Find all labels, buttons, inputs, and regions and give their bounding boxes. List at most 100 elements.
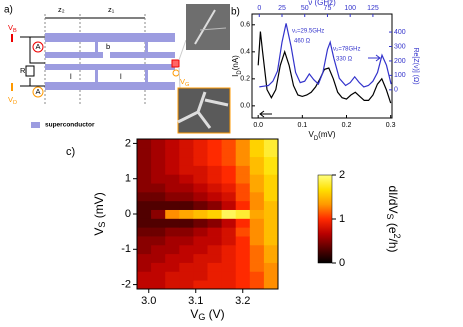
heatmap-cell [235, 174, 251, 184]
heatmap-cell [137, 200, 152, 210]
heatmap-cell [193, 262, 208, 272]
heatmap-cell [179, 227, 194, 237]
heatmap-cell [263, 147, 279, 158]
heatmap-cell [179, 244, 194, 255]
heatmap-cell [235, 139, 251, 149]
y-tick-label: 0.6 [240, 22, 250, 29]
connector [95, 70, 98, 82]
heatmap-cell [193, 139, 208, 149]
x2-tick-label: 50 [301, 5, 309, 12]
plot-frame [251, 13, 393, 119]
heatmap-cell [193, 227, 208, 237]
panel-label: c) [66, 146, 75, 158]
heatmap-cell [263, 174, 279, 184]
heatmap-cell [165, 147, 180, 158]
superconductor-bar [45, 64, 175, 70]
heatmap-cell [249, 165, 265, 175]
heatmap-cell [207, 262, 222, 272]
schematic-label: VD [8, 95, 17, 107]
heatmap-cell [249, 191, 265, 202]
heatmap-cell [221, 262, 237, 272]
zoom-line [178, 66, 181, 89]
heatmap-cell [179, 271, 194, 281]
y-tick-label: 0.2 [240, 76, 250, 83]
resistor [25, 65, 35, 77]
heatmap-cell [151, 218, 166, 228]
heatmap-cell [207, 244, 222, 255]
heatmap-cell [137, 271, 152, 281]
heatmap-cell [207, 271, 222, 281]
heatmap-cell [221, 147, 237, 158]
heatmap-cell [235, 271, 251, 281]
heatmap-cell [235, 236, 251, 246]
heatmap-cell [193, 280, 208, 290]
heatmap-cell [137, 236, 152, 246]
heatmap-cell [193, 183, 208, 193]
label-part: S [385, 213, 395, 219]
heatmap-cell [207, 253, 222, 263]
x2-axis-label: ν (GHz) [308, 0, 336, 7]
heatmap-cell [235, 200, 251, 210]
heatmap-cell [263, 183, 279, 193]
schematic-label: l [70, 72, 72, 81]
heatmap-cell [151, 262, 166, 272]
heatmap-cell [151, 147, 166, 158]
x-tick-label: 0.2 [342, 122, 352, 129]
heatmap-cell [165, 165, 180, 175]
heatmap-cell [235, 156, 251, 166]
heatmap-cell [193, 174, 208, 184]
heatmap-cell [151, 183, 166, 193]
heatmap-cell [249, 244, 265, 255]
label-part: (mV) [318, 130, 336, 139]
label-part: V [308, 130, 314, 139]
heatmap-cell [221, 236, 237, 246]
annotation: ν₂=78GHz [333, 47, 361, 53]
junction [171, 59, 180, 68]
heatmap-cell [263, 191, 279, 202]
heatmap-cell [151, 209, 166, 219]
heatmap-cell [137, 209, 152, 219]
heatmap-cell [235, 262, 251, 272]
sem-image [186, 4, 230, 50]
label-part: (V) [205, 307, 224, 321]
label-part: V [180, 77, 185, 86]
heatmap-cell [221, 280, 237, 290]
heatmap-cell [263, 139, 279, 149]
connector [95, 42, 98, 52]
heatmap-cell [207, 280, 222, 290]
heatmap-cell [137, 280, 152, 290]
label-part: I [231, 75, 240, 77]
heatmap-cell [249, 156, 265, 166]
heatmap-cell [235, 165, 251, 175]
y-tick-label: -1 [121, 243, 131, 255]
heatmap-cell [221, 174, 237, 184]
sem-image [177, 87, 231, 134]
x2-tick-label: 75 [324, 5, 332, 12]
label-part: (nA) [231, 55, 240, 70]
heatmap-cell [165, 253, 180, 263]
heatmap-cell [235, 244, 251, 255]
heatmap-cell [249, 174, 265, 184]
label-part: (e [386, 220, 400, 234]
heatmap-cell [151, 227, 166, 237]
heatmap-cell [179, 147, 194, 158]
heatmap-cell [151, 200, 166, 210]
heatmap-cell [221, 183, 237, 193]
label-part: D [237, 70, 243, 75]
superconductor-bar [45, 33, 175, 42]
heatmap-cell [249, 209, 265, 219]
heatmap-cell [207, 227, 222, 237]
heatmap-cell [193, 209, 208, 219]
heatmap-cell [235, 218, 251, 228]
heatmap-cell [137, 174, 152, 184]
annotation: 330 Ω [336, 57, 353, 63]
heatmap-cell [207, 236, 222, 246]
sem-feature [194, 9, 216, 45]
sem-feature [199, 27, 227, 31]
heatmap-cell [207, 183, 222, 193]
heatmap-cell [151, 236, 166, 246]
heatmap-cell [207, 191, 222, 202]
heatmap-cell [249, 139, 265, 149]
heatmap-cell [235, 191, 251, 202]
heatmap-cell [151, 156, 166, 166]
